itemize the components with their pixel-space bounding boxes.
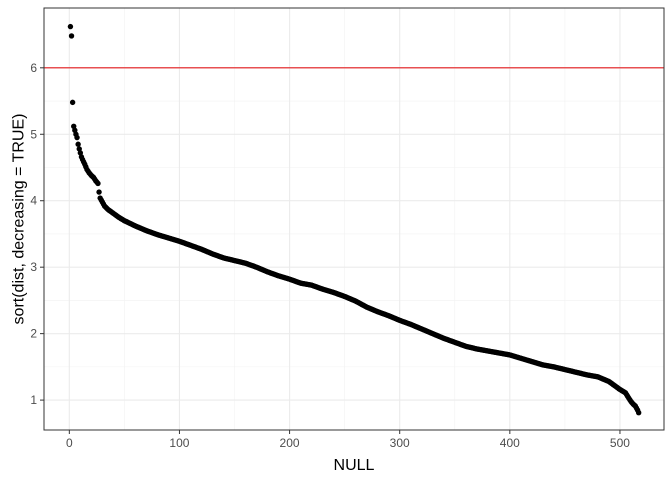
data-point bbox=[69, 99, 76, 106]
data-point bbox=[68, 33, 75, 39]
data-point bbox=[67, 23, 74, 30]
x-axis-ticks: 0 100 200 300 400 500 bbox=[66, 430, 630, 450]
data-point bbox=[74, 134, 80, 141]
minor-gridlines bbox=[44, 8, 664, 430]
y-tick-label: 2 bbox=[30, 327, 37, 341]
y-tick-label: 3 bbox=[30, 260, 37, 274]
data-point bbox=[96, 189, 102, 195]
y-axis-title: sort(dist, decreasing = TRUE) bbox=[11, 114, 28, 325]
x-tick-label: 300 bbox=[390, 436, 410, 450]
y-tick-label: 4 bbox=[30, 194, 37, 208]
x-tick-label: 100 bbox=[169, 436, 189, 450]
data-point bbox=[95, 180, 101, 187]
x-tick-label: 400 bbox=[500, 436, 520, 450]
data-point bbox=[75, 141, 81, 147]
x-tick-label: 0 bbox=[66, 436, 73, 450]
y-tick-label: 1 bbox=[30, 393, 37, 407]
panel-border bbox=[43, 7, 665, 431]
x-tick-label: 200 bbox=[280, 436, 300, 450]
x-tick-label: 500 bbox=[610, 436, 630, 450]
data-point bbox=[635, 410, 642, 416]
x-axis-title: NULL bbox=[334, 457, 375, 474]
y-axis-ticks: 1 2 3 4 5 6 bbox=[30, 61, 44, 407]
plot-panel bbox=[44, 8, 664, 430]
y-tick-label: 6 bbox=[30, 61, 37, 75]
y-tick-label: 5 bbox=[30, 127, 37, 141]
data-points bbox=[67, 23, 642, 416]
